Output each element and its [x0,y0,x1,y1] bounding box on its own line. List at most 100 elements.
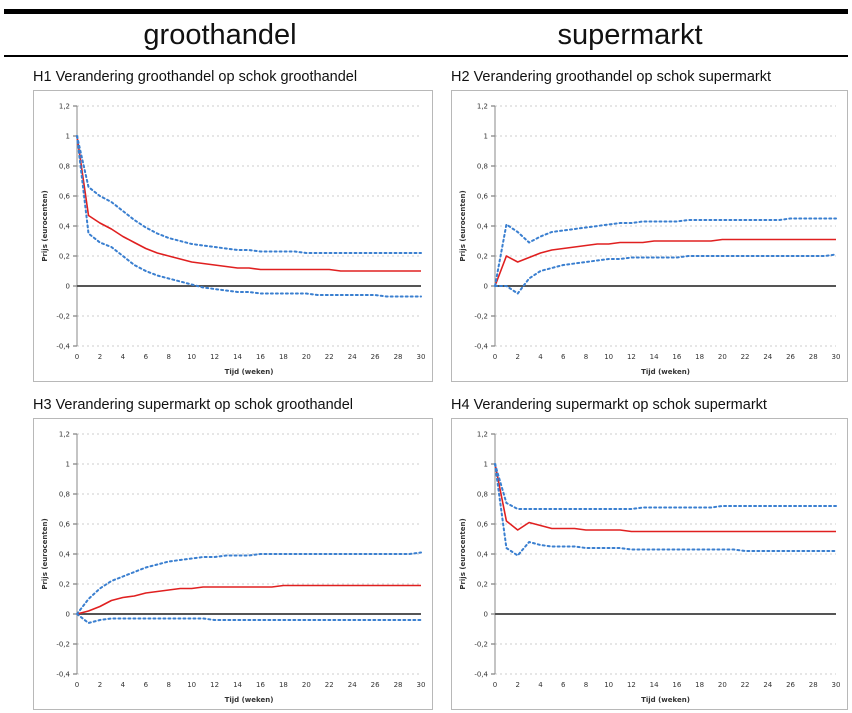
x-tick-label: 6 [144,681,149,689]
x-tick-label: 18 [279,353,288,361]
x-tick-label: 28 [394,681,403,689]
x-tick-label: 20 [718,353,727,361]
column-header-groothandel: groothandel [143,19,297,51]
chart-title: H1 Verandering groothandel op schok groo… [33,69,358,85]
lower-band-line [494,253,837,295]
y-tick-label: 1 [484,461,488,469]
x-tick-label: 26 [786,681,795,689]
chart-frame: 1,2 1 0,8 0,6 0,4 0,2 0 -0,2 -0,4 0 2 4 6 8 10 12 14 16 18… [33,418,433,710]
x-tick-label: 8 [166,353,170,361]
chart-svg: 1,210,80,60,40,20-0,2-0,40 2 4 6 8 10 12 14 16 18… [41,103,426,377]
x-tick-label: 26 [786,353,795,361]
y-tick-label: 0 [484,611,488,619]
x-tick-label: 16 [256,353,265,361]
x-tick-label: 26 [371,681,380,689]
x-tick-label: 26 [371,353,380,361]
x-tick-label: 16 [256,681,265,689]
x-tick-label: 12 [210,681,219,689]
x-tick-label: 28 [394,353,403,361]
y-tick-label: 0 [484,283,488,291]
x-tick-label: 6 [561,681,566,689]
y-tick-label: 0,4 [59,551,71,559]
x-tick-label: 4 [538,681,543,689]
upper-band-line [76,551,422,615]
y-tick-label: 0,8 [477,163,488,171]
x-tick-label: 4 [121,681,126,689]
x-tick-label: 18 [695,353,704,361]
x-tick-label: 10 [604,681,613,689]
x-tick-label: 14 [233,681,242,689]
top-rule [4,9,848,14]
x-axis-label: Tijd (weken) [641,368,690,376]
y-tick-label: 1,2 [59,431,70,439]
y-tick-label: 0,4 [59,223,71,231]
x-tick-label: 24 [763,353,772,361]
x-tick-label: 16 [672,681,681,689]
y-tick-label: 0,2 [59,581,70,589]
x-axis-label: Tijd (weken) [225,368,274,376]
y-tick-label: 0 [66,283,70,291]
x-tick-label: 14 [650,681,659,689]
x-tick-label: 2 [98,681,102,689]
upper-band-line [494,463,837,510]
y-tick-label: 0,2 [59,253,70,261]
x-tick-label: 18 [695,681,704,689]
lower-band-line [76,135,422,298]
lower-band-line [494,463,837,557]
x-tick-label: 22 [325,353,334,361]
x-tick-label: 10 [187,681,196,689]
response-line [76,135,421,272]
upper-band-line [494,217,837,287]
y-axis-label: Prijs (eurocenten) [459,190,467,261]
y-tick-label: -0,2 [474,641,488,649]
x-tick-label: 16 [672,353,681,361]
y-tick-label: 0 [66,611,70,619]
chart-frame: 1,2 1 0,8 0,6 0,4 0,2 0 -0,2 -0,4 0 2 4 6 8 10 12 14 16 18… [451,90,848,382]
x-tick-label: 14 [233,353,242,361]
y-tick-label: 0,4 [477,551,489,559]
y-axis-label: Prijs (eurocenten) [459,518,467,589]
x-tick-label: 12 [627,353,636,361]
y-tick-label: 1,2 [477,103,488,111]
x-tick-label: 4 [538,353,543,361]
y-tick-label: 0,8 [477,491,488,499]
chart-svg: 1,210,80,60,40,20-0,2-0,40 2 4 6 8 10 12 14 16 18… [459,431,841,705]
x-tick-label: 2 [98,353,102,361]
x-tick-label: 30 [417,681,426,689]
x-tick-label: 12 [627,681,636,689]
x-tick-label: 12 [210,353,219,361]
chart-svg: 1,210,80,60,40,20-0,2-0,40 2 4 6 8 10 12 14 16 18… [459,103,840,377]
y-tick-label: -0,2 [474,313,488,321]
y-tick-label: -0,4 [474,671,488,679]
y-tick-label: 1 [484,133,488,141]
x-tick-label: 2 [515,681,519,689]
x-tick-label: 6 [144,353,149,361]
x-tick-label: 18 [279,681,288,689]
chart-panel-h3: H3 Verandering supermarkt op schok groot… [33,396,435,710]
x-tick-label: 20 [718,681,727,689]
chart-panel-h2: H2 Verandering groothandel op schok supe… [451,68,852,382]
y-tick-label: 1,2 [477,431,488,439]
y-tick-label: 0,6 [477,193,489,201]
chart-title: H2 Verandering groothandel op schok supe… [451,69,771,85]
chart-frame: 1,2 1 0,8 0,6 0,4 0,2 0 -0,2 -0,4 0 2 4 6 8 10 12 14 16 18… [451,418,848,710]
chart-title: H3 Verandering supermarkt op schok groot… [33,397,353,413]
x-tick-label: 20 [302,681,311,689]
response-line [76,584,421,615]
chart-panel-h1: H1 Verandering groothandel op schok groo… [33,68,435,382]
x-tick-label: 30 [832,681,841,689]
y-tick-label: 1 [66,461,70,469]
y-tick-label: 1 [66,133,70,141]
x-tick-label: 8 [166,681,170,689]
x-tick-label: 22 [325,681,334,689]
x-tick-label: 30 [417,353,426,361]
x-tick-label: 20 [302,353,311,361]
y-tick-label: 0,6 [477,521,489,529]
upper-band-line [76,135,422,254]
x-tick-label: 28 [809,353,818,361]
x-tick-label: 22 [741,353,750,361]
chart-svg: 1,210,80,60,40,20-0,2-0,40 2 4 6 8 10 12 14 16 18… [41,431,426,705]
y-tick-label: -0,2 [56,641,70,649]
header-rule [4,55,848,57]
y-tick-label: 0,2 [477,253,488,261]
